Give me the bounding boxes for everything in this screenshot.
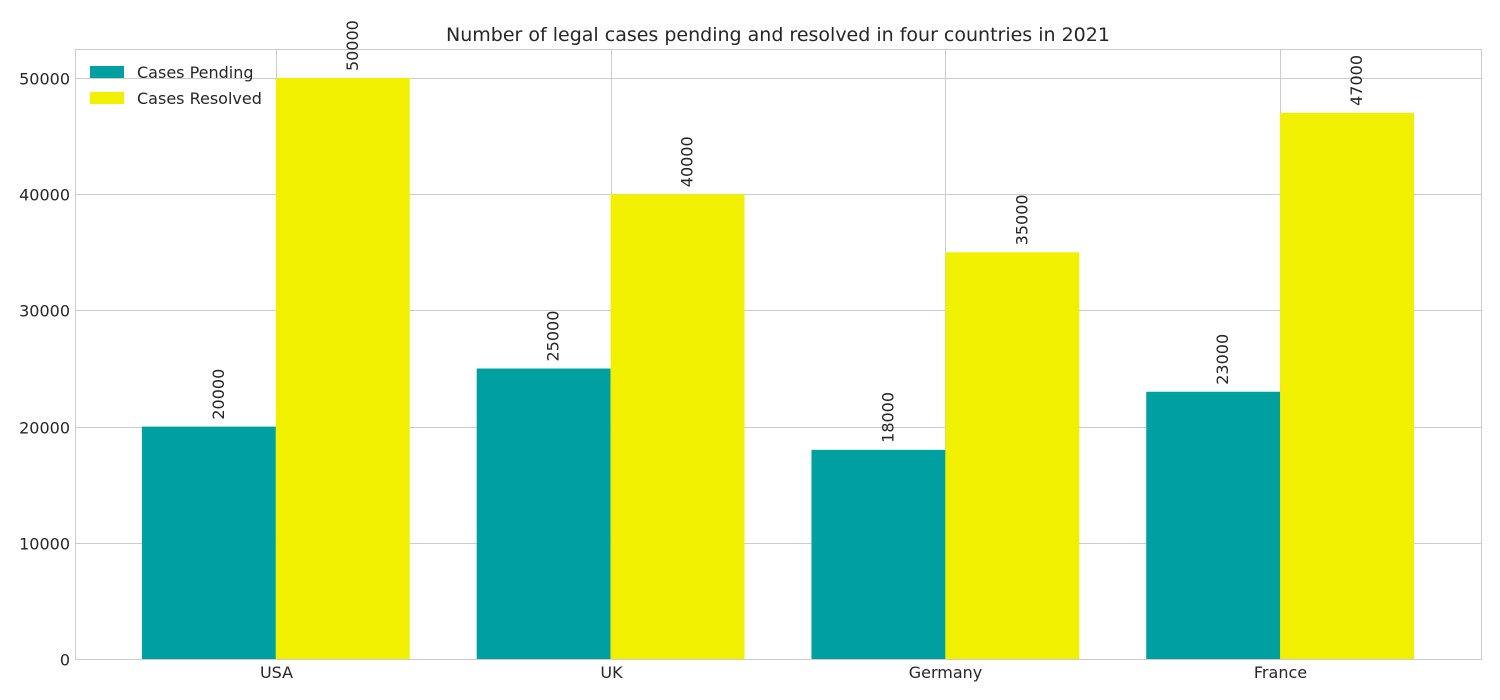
- y-tick-label: 50000: [19, 70, 70, 89]
- data-label: 35000: [1012, 194, 1031, 245]
- legend-swatch: [90, 66, 124, 78]
- bar-cases-resolved-france: [1280, 113, 1414, 659]
- legend: Cases Pending Cases Resolved: [90, 63, 262, 108]
- bar-cases-pending-usa: [142, 427, 276, 659]
- data-label: 20000: [209, 369, 228, 420]
- x-tick-label: France: [1254, 663, 1307, 682]
- x-tick-label: USA: [260, 663, 293, 682]
- data-label: 25000: [544, 311, 563, 362]
- x-tick-label: Germany: [909, 663, 983, 682]
- data-label: 23000: [1213, 334, 1232, 385]
- bar-cases-pending-germany: [811, 450, 945, 659]
- legend-swatch: [90, 92, 124, 104]
- data-label: 40000: [678, 136, 697, 187]
- y-tick-label: 40000: [19, 186, 70, 205]
- bar-cases-resolved-usa: [276, 78, 410, 659]
- legend-label: Cases Resolved: [137, 89, 262, 108]
- bar-cases-resolved-uk: [611, 194, 745, 659]
- data-label: 50000: [343, 20, 362, 71]
- data-label: 47000: [1347, 55, 1366, 106]
- x-tick-label: UK: [600, 663, 623, 682]
- chart-title: Number of legal cases pending and resolv…: [446, 24, 1110, 46]
- bar-cases-resolved-germany: [945, 252, 1079, 659]
- y-tick-label: 10000: [19, 535, 70, 554]
- legend-label: Cases Pending: [137, 63, 254, 82]
- bar-cases-pending-uk: [477, 369, 611, 659]
- data-label: 18000: [878, 392, 897, 443]
- bar-cases-pending-france: [1146, 392, 1280, 659]
- y-axis-ticks: 0 10000 20000 30000 40000 50000: [19, 70, 70, 670]
- y-tick-label: 0: [60, 651, 70, 670]
- y-tick-label: 30000: [19, 302, 70, 321]
- y-tick-label: 20000: [19, 419, 70, 438]
- x-axis-ticks: USA UK Germany France: [260, 663, 1307, 682]
